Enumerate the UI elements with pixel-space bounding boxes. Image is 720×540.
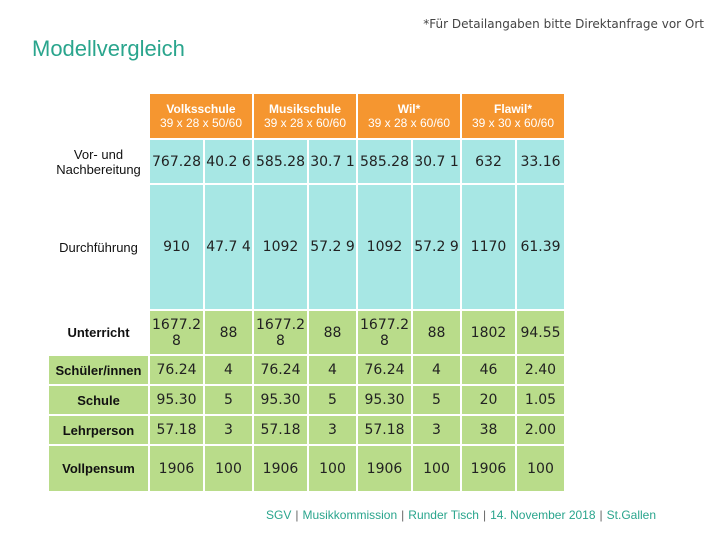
column-dims: 39 x 30 x 60/60 xyxy=(471,116,555,130)
footnote-note: *Für Detailangaben bitte Direktanfrage v… xyxy=(423,17,704,31)
footer-commission: Musikkommission xyxy=(302,508,398,522)
table-cell: 1092 xyxy=(254,185,307,309)
row-label: Unterricht xyxy=(67,325,130,340)
column-name: Volksschule xyxy=(166,102,236,116)
table-cell: 100 xyxy=(517,446,564,491)
column-name: Wil* xyxy=(397,102,421,116)
footer-date: 14. November 2018 xyxy=(490,508,596,522)
table-row: Durchführung 910 47.7 4 1092 57.2 9 1092… xyxy=(49,185,564,309)
table-cell: 76.24 xyxy=(358,356,411,384)
table-cell: 76.24 xyxy=(254,356,307,384)
table-cell: 1906 xyxy=(150,446,203,491)
table-row: Unterricht 1677.2 8 88 1677.2 8 88 1677.… xyxy=(49,311,564,354)
page-title: Modellvergleich xyxy=(32,36,185,61)
row-label: Schule xyxy=(49,386,148,414)
row-label: Lehrperson xyxy=(49,416,148,444)
table-cell: 57.18 xyxy=(254,416,307,444)
table-cell: 1802 xyxy=(462,311,515,354)
table-cell: 3 xyxy=(413,416,460,444)
table-cell: 1677.2 8 xyxy=(254,311,307,354)
footer-separator: | xyxy=(401,508,405,522)
table-cell: 910 xyxy=(150,185,203,309)
table-cell: 47.7 4 xyxy=(205,185,252,309)
footer-org: SGV xyxy=(266,508,292,522)
table-cell: 1170 xyxy=(462,185,515,309)
footer: SGV | Musikkommission | Runder Tisch | 14. Nov… xyxy=(266,508,656,522)
table-row: Vor- und Nachbereitung 767.28 40.2 6 585… xyxy=(49,140,564,183)
table-cell: 4 xyxy=(309,356,356,384)
table-cell: 57.2 9 xyxy=(413,185,460,309)
table-row: Lehrperson 57.18 3 57.18 3 57.18 3 38 2.… xyxy=(49,416,564,444)
table-cell: 5 xyxy=(413,386,460,414)
table-cell: 57.2 9 xyxy=(309,185,356,309)
table-cell: 1906 xyxy=(462,446,515,491)
table-cell: 30.7 1 xyxy=(413,140,460,183)
table-cell: 30.7 1 xyxy=(309,140,356,183)
table-cell: 5 xyxy=(205,386,252,414)
column-name: Musikschule xyxy=(268,102,342,116)
table-cell: 767.28 xyxy=(150,140,203,183)
row-label: Schüler/innen xyxy=(49,356,148,384)
table-cell: 1906 xyxy=(254,446,307,491)
table-cell: 632 xyxy=(462,140,515,183)
row-label: Vor- und Nachbereitung xyxy=(56,146,141,177)
table-cell: 3 xyxy=(205,416,252,444)
column-dims: 39 x 28 x 60/60 xyxy=(367,116,451,130)
column-header-flawil: Flawil* 39 x 30 x 60/60 xyxy=(462,94,564,138)
comparison-table: Volksschule 39 x 28 x 50/60 Musikschule … xyxy=(47,92,566,493)
table-cell: 33.16 xyxy=(517,140,564,183)
table-cell: 4 xyxy=(413,356,460,384)
table-cell: 585.28 xyxy=(358,140,411,183)
table-cell: 4 xyxy=(205,356,252,384)
table-cell: 1677.2 8 xyxy=(150,311,203,354)
table-cell: 46 xyxy=(462,356,515,384)
footer-separator: | xyxy=(599,508,603,522)
table-cell: 95.30 xyxy=(150,386,203,414)
table-cell: 95.30 xyxy=(358,386,411,414)
table-row: Schule 95.30 5 95.30 5 95.30 5 20 1.05 xyxy=(49,386,564,414)
table-cell: 38 xyxy=(462,416,515,444)
table-cell: 61.39 xyxy=(517,185,564,309)
table-cell: 57.18 xyxy=(150,416,203,444)
table-cell: 88 xyxy=(205,311,252,354)
table-cell: 1906 xyxy=(358,446,411,491)
table-cell: 1.05 xyxy=(517,386,564,414)
table-cell: 3 xyxy=(309,416,356,444)
footer-separator: | xyxy=(295,508,299,522)
column-dims: 39 x 28 x 60/60 xyxy=(263,116,347,130)
table-cell: 95.30 xyxy=(254,386,307,414)
table-cell: 20 xyxy=(462,386,515,414)
table-cell: 76.24 xyxy=(150,356,203,384)
column-header-wil: Wil* 39 x 28 x 60/60 xyxy=(358,94,460,138)
table-cell: 100 xyxy=(413,446,460,491)
table-cell: 94.55 xyxy=(517,311,564,354)
column-header-volksschule: Volksschule 39 x 28 x 50/60 xyxy=(150,94,252,138)
column-header-musikschule: Musikschule 39 x 28 x 60/60 xyxy=(254,94,356,138)
row-label: Durchführung xyxy=(59,239,138,255)
table-cell: 585.28 xyxy=(254,140,307,183)
column-name: Flawil* xyxy=(493,102,532,116)
table-cell: 100 xyxy=(205,446,252,491)
table-cell: 2.40 xyxy=(517,356,564,384)
table-cell: 1092 xyxy=(358,185,411,309)
row-label: Vollpensum xyxy=(49,446,148,491)
table-cell: 88 xyxy=(413,311,460,354)
footer-separator: | xyxy=(482,508,487,522)
table-cell: 88 xyxy=(309,311,356,354)
footer-event: Runder Tisch xyxy=(408,508,479,522)
footer-location: St.Gallen xyxy=(606,508,656,522)
table-row: Vollpensum 1906 100 1906 100 1906 100 19… xyxy=(49,446,564,491)
table-cell: 2.00 xyxy=(517,416,564,444)
header-row: Volksschule 39 x 28 x 50/60 Musikschule … xyxy=(49,94,564,138)
table-cell: 1677.2 8 xyxy=(358,311,411,354)
header-corner xyxy=(49,94,148,138)
column-dims: 39 x 28 x 50/60 xyxy=(159,116,243,130)
table-cell: 5 xyxy=(309,386,356,414)
table-cell: 100 xyxy=(309,446,356,491)
table-cell: 40.2 6 xyxy=(205,140,252,183)
table-row: Schüler/innen 76.24 4 76.24 4 76.24 4 46… xyxy=(49,356,564,384)
table-cell: 57.18 xyxy=(358,416,411,444)
